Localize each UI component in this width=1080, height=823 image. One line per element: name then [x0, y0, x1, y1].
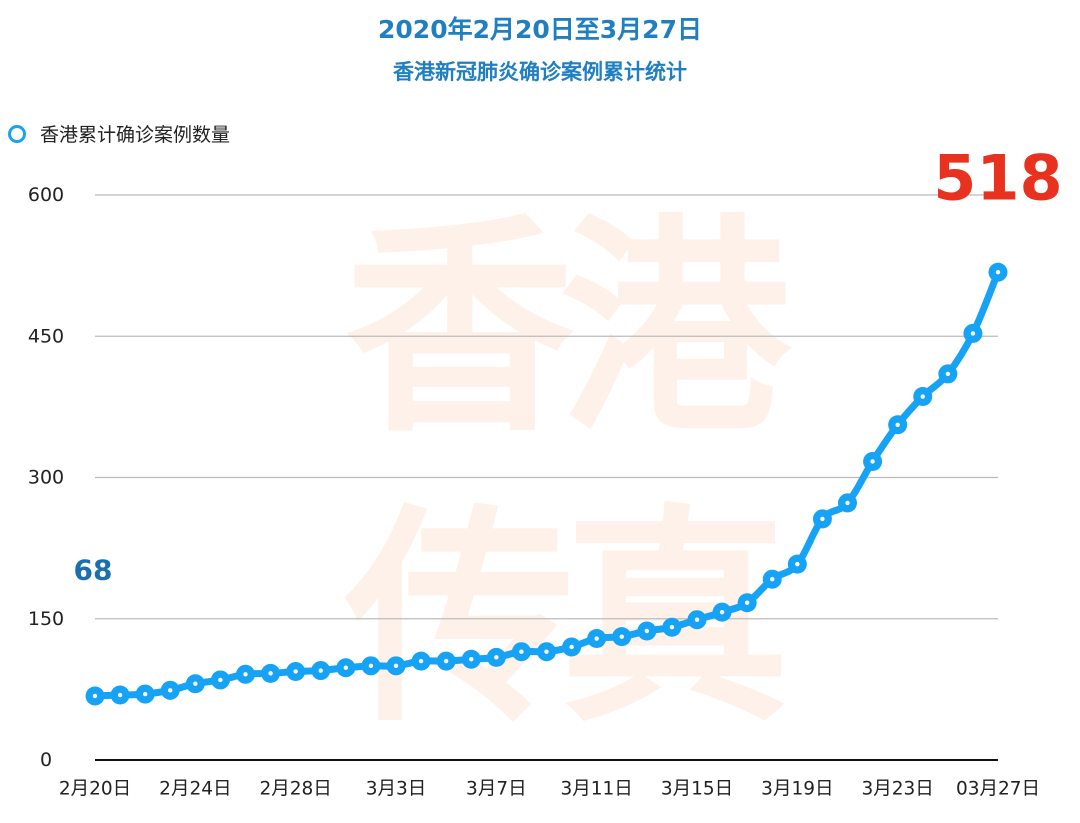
y-tick-label: 450: [28, 325, 64, 347]
data-point-center: [494, 655, 499, 660]
data-point-center: [318, 668, 323, 673]
chart-title: 2020年2月20日至3月27日: [378, 15, 702, 44]
x-tick-label: 3月15日: [661, 779, 733, 800]
x-tick-label: 3月7日: [466, 779, 527, 800]
x-tick-label: 3月11日: [561, 779, 633, 800]
x-axis: 2月20日 2月24日 2月28日 3月3日 3月7日 3月11日 3月15日 3月19日 3月…: [59, 779, 1040, 800]
data-point-center: [418, 658, 424, 664]
data-point-center: [469, 657, 474, 662]
watermark-char: 传: [344, 487, 575, 754]
x-tick-label: 3月3日: [366, 779, 427, 800]
end-value-label: 518: [933, 142, 1062, 215]
x-tick-label: 2月28日: [260, 779, 332, 800]
data-point-center: [669, 625, 675, 630]
data-point-center: [92, 693, 98, 699]
data-point-center: [243, 672, 248, 677]
start-value-label: 68: [74, 554, 113, 587]
legend-label: 香港累计确诊案例数量: [40, 124, 231, 146]
data-point-center: [970, 331, 976, 336]
data-point-center: [744, 600, 750, 605]
data-point-center: [920, 394, 925, 399]
y-axis: 0 150 300 450 600: [28, 184, 64, 771]
data-point-center: [594, 636, 599, 641]
chart-subtitle: 香港新冠肺炎确诊案例累计统计: [393, 60, 687, 84]
data-point-center: [268, 671, 273, 676]
series-points: [85, 262, 1008, 706]
data-point-center: [795, 561, 800, 567]
data-point-center: [945, 371, 951, 377]
y-tick-label: 150: [28, 608, 64, 630]
annotations: 68 518: [74, 142, 1063, 587]
data-point-center: [368, 663, 374, 669]
data-point-center: [870, 459, 875, 464]
x-tick-label: 3月19日: [761, 779, 833, 800]
data-point-center: [619, 634, 624, 639]
y-tick-label: 600: [28, 184, 64, 206]
data-point-center: [694, 617, 700, 622]
x-tick-label: 3月23日: [862, 779, 934, 800]
data-point-center: [820, 516, 825, 522]
data-point-center: [343, 665, 349, 670]
data-point-center: [393, 663, 399, 669]
data-point-center: [168, 688, 173, 693]
data-point-center: [117, 692, 123, 698]
chart-legend[interactable]: 香港累计确诊案例数量: [8, 120, 230, 147]
x-tick-label: 2月24日: [159, 779, 231, 800]
data-point-center: [644, 628, 650, 634]
watermark-char: 香: [345, 197, 575, 464]
legend-marker-icon: [8, 124, 26, 143]
data-point-center: [443, 658, 449, 664]
x-tick-label: 2月20日: [59, 779, 131, 800]
data-point-center: [895, 422, 900, 427]
data-point-center: [544, 649, 549, 654]
data-point-center: [719, 609, 725, 615]
watermark-char: 港: [560, 197, 792, 464]
data-point-center: [519, 649, 524, 654]
data-point-center: [293, 669, 298, 674]
data-point-center: [193, 681, 198, 686]
data-point-center: [218, 677, 223, 683]
grid: [95, 194, 998, 761]
y-tick-label: 0: [40, 749, 52, 771]
data-point-center: [569, 644, 574, 650]
data-point-center: [770, 577, 775, 582]
data-point-center: [845, 500, 850, 506]
y-tick-label: 300: [28, 467, 64, 489]
data-point-center: [142, 691, 148, 697]
data-point-center: [995, 270, 1001, 275]
x-tick-label: 03月27日: [956, 779, 1040, 800]
